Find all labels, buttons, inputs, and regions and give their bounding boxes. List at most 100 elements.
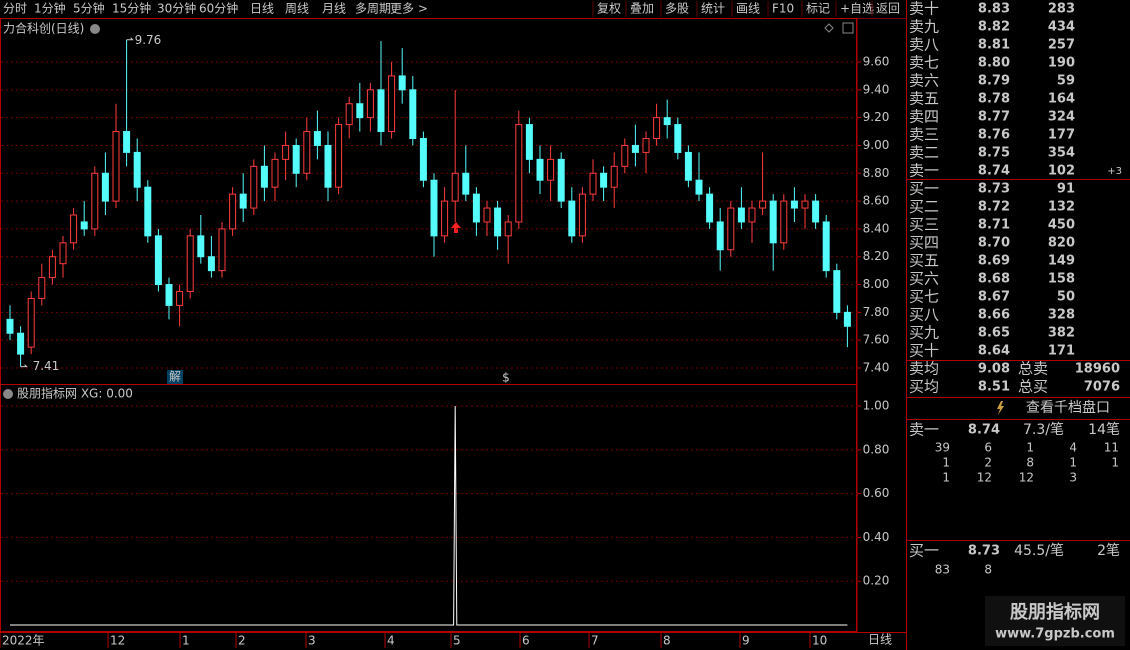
period-tab[interactable]: 15分钟 xyxy=(112,1,151,16)
candle-body xyxy=(737,207,745,223)
y-tick-label: 7.80 xyxy=(863,305,890,319)
candle-body xyxy=(388,75,396,133)
title-menu-icon[interactable] xyxy=(90,24,100,34)
candle-body xyxy=(218,228,226,272)
candle-body xyxy=(727,207,735,251)
period-tab[interactable]: 月线 xyxy=(322,2,346,16)
depth-button[interactable]: 查看千档盘口 xyxy=(1026,399,1110,416)
book-volume: 132 xyxy=(1048,200,1075,215)
level-price: 8.74 xyxy=(968,423,1000,438)
period-tab[interactable]: 1分钟 xyxy=(34,1,66,16)
book-label: 卖八 xyxy=(909,36,939,54)
period-tab[interactable]: 更多 > xyxy=(390,2,428,16)
book-volume: 171 xyxy=(1048,344,1075,359)
candle-body xyxy=(674,124,682,153)
book-price: 8.78 xyxy=(978,92,1010,107)
watermark-url: www.7gpzb.com xyxy=(995,627,1115,642)
candle-body xyxy=(207,256,215,272)
candle-body xyxy=(165,284,173,306)
candle-body xyxy=(303,131,311,174)
book-volume: 328 xyxy=(1048,308,1075,323)
y-tick-label: 0.60 xyxy=(863,486,890,500)
y-tick-label: 0.20 xyxy=(863,574,890,588)
toolbar-button[interactable]: 统计 xyxy=(701,2,725,16)
period-tab[interactable]: 30分钟 xyxy=(157,1,196,16)
y-tick-label: 0.80 xyxy=(863,442,890,456)
book-label: 买二 xyxy=(909,198,939,216)
order-size: 6 xyxy=(984,441,992,455)
y-tick-label: 9.20 xyxy=(863,110,890,124)
candle-body xyxy=(610,165,618,188)
candle-body xyxy=(578,193,586,237)
candle-body xyxy=(91,172,99,230)
candle-body xyxy=(239,193,247,209)
indicator-menu-icon[interactable] xyxy=(3,389,13,399)
book-label: 卖十 xyxy=(909,0,939,18)
y-tick-label: 8.00 xyxy=(863,277,890,291)
date-label: 10 xyxy=(812,634,827,648)
candle-body xyxy=(653,117,661,139)
marker: 解 xyxy=(169,370,181,384)
period-tab[interactable]: 分时 xyxy=(3,2,27,16)
book-price: 8.81 xyxy=(978,38,1010,53)
toolbar-button[interactable]: +自选 xyxy=(840,2,874,16)
book-label: 买五 xyxy=(909,252,939,270)
candle-body xyxy=(515,124,523,223)
candle-body xyxy=(59,242,67,265)
order-size: 83 xyxy=(935,563,950,577)
book-volume: 102 xyxy=(1048,164,1075,179)
window-button[interactable] xyxy=(842,22,854,34)
book-volume: 450 xyxy=(1048,218,1075,233)
order-size: 1 xyxy=(1111,456,1119,470)
watermark-name: 股朋指标网 xyxy=(1009,601,1100,623)
bolt-icon xyxy=(997,401,1004,415)
candle-body xyxy=(441,200,449,237)
signal-arrow xyxy=(451,222,461,233)
date-label: 8 xyxy=(663,634,671,648)
date-label: 4 xyxy=(387,634,395,648)
date-label: 5 xyxy=(453,634,461,648)
order-size: 3 xyxy=(1069,471,1077,485)
date-label: 9 xyxy=(742,634,750,648)
date-label: 7 xyxy=(591,634,599,648)
order-size: 1 xyxy=(942,471,950,485)
summary-total-label: 总卖 xyxy=(1018,360,1048,378)
candle-body xyxy=(472,193,480,223)
candle-body xyxy=(6,318,14,334)
toolbar-button[interactable]: 叠加 xyxy=(630,2,654,16)
book-volume: 283 xyxy=(1048,2,1075,17)
candle-body xyxy=(70,214,78,244)
period-tab[interactable]: 日线 xyxy=(250,2,274,16)
book-price: 8.71 xyxy=(978,218,1010,233)
book-label: 买三 xyxy=(909,216,939,234)
book-volume: 324 xyxy=(1048,110,1075,125)
period-tab[interactable]: 5分钟 xyxy=(73,1,105,16)
toolbar-button[interactable]: F10 xyxy=(772,2,794,16)
toolbar-button[interactable]: 返回 xyxy=(876,2,900,16)
toolbar-button[interactable]: 多股 xyxy=(665,2,689,16)
level-price: 8.73 xyxy=(968,544,1000,559)
candle-body xyxy=(48,256,56,279)
period-tab[interactable]: 60分钟 xyxy=(199,1,238,16)
book-label: 买一 xyxy=(909,180,939,198)
book-label: 买六 xyxy=(909,270,939,288)
toolbar-button[interactable]: 标记 xyxy=(806,2,830,16)
book-label: 卖三 xyxy=(909,126,939,144)
toolbar-button[interactable]: 复权 xyxy=(597,2,621,16)
toolbar-button[interactable]: 画线 xyxy=(736,2,760,16)
diamond-icon[interactable] xyxy=(824,23,834,33)
book-volume: 164 xyxy=(1048,92,1075,107)
candle-body xyxy=(801,200,809,209)
book-change: +3 xyxy=(1107,166,1122,177)
candle-body xyxy=(260,165,268,188)
candle-body xyxy=(292,144,300,174)
period-tab[interactable]: 多周期 xyxy=(355,2,391,16)
period-tab[interactable]: 周线 xyxy=(285,2,309,16)
book-volume: 149 xyxy=(1048,254,1075,269)
candle-body xyxy=(133,151,141,188)
book-price: 8.75 xyxy=(978,146,1010,161)
book-label: 买八 xyxy=(909,306,939,324)
book-price: 8.83 xyxy=(978,2,1010,17)
candle-body xyxy=(271,158,279,188)
